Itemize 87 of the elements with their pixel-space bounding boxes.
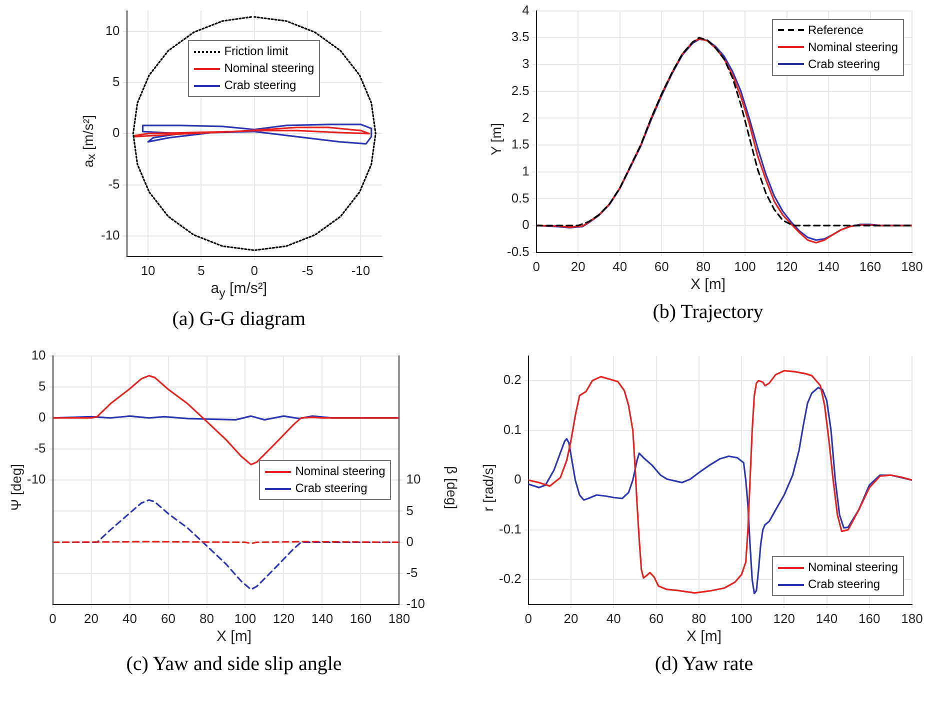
y2-tick-label: 0 bbox=[406, 534, 414, 549]
x-tick-label: 0 bbox=[250, 262, 258, 278]
x-tick-label: 40 bbox=[612, 258, 628, 274]
y-tick-label: 1.5 bbox=[511, 136, 530, 152]
x-tick-label: 100 bbox=[234, 610, 256, 626]
y-tick-label: -10 bbox=[26, 472, 46, 487]
x-tick-label: 80 bbox=[696, 258, 711, 274]
legend-label: Crab steering bbox=[808, 576, 880, 594]
x-tick-label: 5 bbox=[197, 262, 205, 278]
y2-axis-title: β [deg] bbox=[444, 466, 460, 510]
y-tick-label: -5 bbox=[34, 440, 46, 456]
y-axis-title: r [rad/s] bbox=[480, 464, 496, 512]
x-tick-label: -10 bbox=[351, 262, 370, 278]
x-tick-label: 60 bbox=[654, 258, 669, 274]
legend-label: Crab steering bbox=[808, 56, 880, 73]
text: (a) G-G diagram bbox=[171, 308, 307, 331]
x-tick-label: 180 bbox=[388, 610, 410, 626]
y-axis-title: Ψ [deg] bbox=[8, 464, 24, 511]
text: (d) Yaw rate bbox=[654, 653, 754, 676]
y-tick-label: -0.5 bbox=[506, 244, 530, 259]
y-tick-label: 10 bbox=[31, 347, 46, 362]
x-tick-label: 140 bbox=[816, 610, 838, 626]
y2-tick-label: 5 bbox=[406, 502, 414, 518]
y-tick-label: 3 bbox=[522, 56, 530, 72]
legend-label: Nominal steering bbox=[808, 559, 898, 576]
y-tick-label: 4 bbox=[522, 2, 530, 18]
x-tick-label: 40 bbox=[122, 610, 138, 626]
x-tick-label: 60 bbox=[649, 610, 664, 626]
y2-tick-label: -5 bbox=[406, 564, 418, 580]
x-tick-label: 160 bbox=[859, 258, 882, 274]
x-axis-title: X [m] bbox=[685, 628, 722, 645]
y-tick-label: 10 bbox=[105, 22, 120, 38]
x-axis-title: X [m] bbox=[689, 276, 726, 293]
legend-label: Crab steering bbox=[295, 480, 368, 498]
x-axis-title: X [m] bbox=[215, 628, 252, 645]
text: (c) Yaw and side slip angle bbox=[125, 653, 343, 676]
x-tick-label: 140 bbox=[818, 258, 840, 274]
x-tick-label: 120 bbox=[773, 610, 795, 626]
y-tick-label: 0 bbox=[522, 217, 530, 232]
y-tick-label: 0.5 bbox=[511, 190, 530, 206]
x-tick-label: 10 bbox=[140, 262, 156, 278]
y-tick-label: 0 bbox=[38, 410, 46, 425]
x-tick-label: 80 bbox=[200, 610, 214, 626]
x-tick-label: 60 bbox=[161, 610, 176, 626]
x-tick-label: 120 bbox=[776, 258, 798, 274]
y-tick-label: -0.1 bbox=[498, 521, 522, 536]
y-axis-title: Y [m] bbox=[488, 122, 504, 156]
x-tick-label: 20 bbox=[570, 258, 586, 274]
x-tick-label: -5 bbox=[302, 262, 314, 278]
y-tick-label: 1 bbox=[522, 163, 530, 178]
y2-tick-label: -10 bbox=[406, 596, 426, 611]
y-tick-label: 5 bbox=[112, 74, 120, 90]
y-tick-label: 0 bbox=[514, 472, 522, 487]
y-tick-label: 0.2 bbox=[503, 372, 522, 388]
x-tick-label: 40 bbox=[606, 610, 621, 626]
x-tick-label: 100 bbox=[730, 610, 752, 626]
text: (b) Trajectory bbox=[652, 301, 764, 324]
legend-label: Friction limit bbox=[224, 43, 288, 60]
x-tick-label: 20 bbox=[84, 610, 99, 626]
x-tick-label: 180 bbox=[901, 610, 923, 626]
legend-label: Reference bbox=[808, 22, 864, 39]
x-tick-label: 80 bbox=[692, 610, 706, 626]
y-tick-label: -0.2 bbox=[498, 571, 522, 586]
y-tick-label: 2 bbox=[522, 110, 530, 125]
y-tick-label: 0.1 bbox=[503, 422, 522, 437]
legend-label: Nominal steering bbox=[224, 60, 314, 78]
x-tick-label: 0 bbox=[49, 610, 56, 626]
line-series bbox=[132, 16, 376, 252]
x-axis-title: a$_{y}$ [m/s²] bbox=[210, 280, 268, 300]
y-tick-label: 2.5 bbox=[511, 82, 530, 98]
legend-label: Nominal steering bbox=[808, 38, 898, 56]
y-tick-label: 5 bbox=[38, 378, 46, 394]
x-tick-label: 160 bbox=[858, 610, 880, 626]
y-tick-label: -5 bbox=[108, 176, 120, 192]
y2-tick-label: 10 bbox=[406, 472, 421, 487]
x-tick-label: 0 bbox=[532, 258, 540, 274]
y-tick-label: 0 bbox=[112, 125, 120, 140]
x-tick-label: 120 bbox=[272, 610, 295, 626]
y-tick-label: 3.5 bbox=[511, 29, 530, 44]
x-tick-label: 160 bbox=[350, 610, 372, 626]
legend-label: Crab steering bbox=[224, 77, 296, 94]
x-tick-label: 180 bbox=[901, 258, 923, 274]
x-tick-label: 20 bbox=[564, 610, 578, 626]
legend-label: Nominal steering bbox=[295, 463, 386, 480]
x-tick-label: 140 bbox=[311, 610, 334, 626]
y-tick-label: -10 bbox=[100, 228, 120, 243]
x-tick-label: 100 bbox=[734, 258, 756, 274]
